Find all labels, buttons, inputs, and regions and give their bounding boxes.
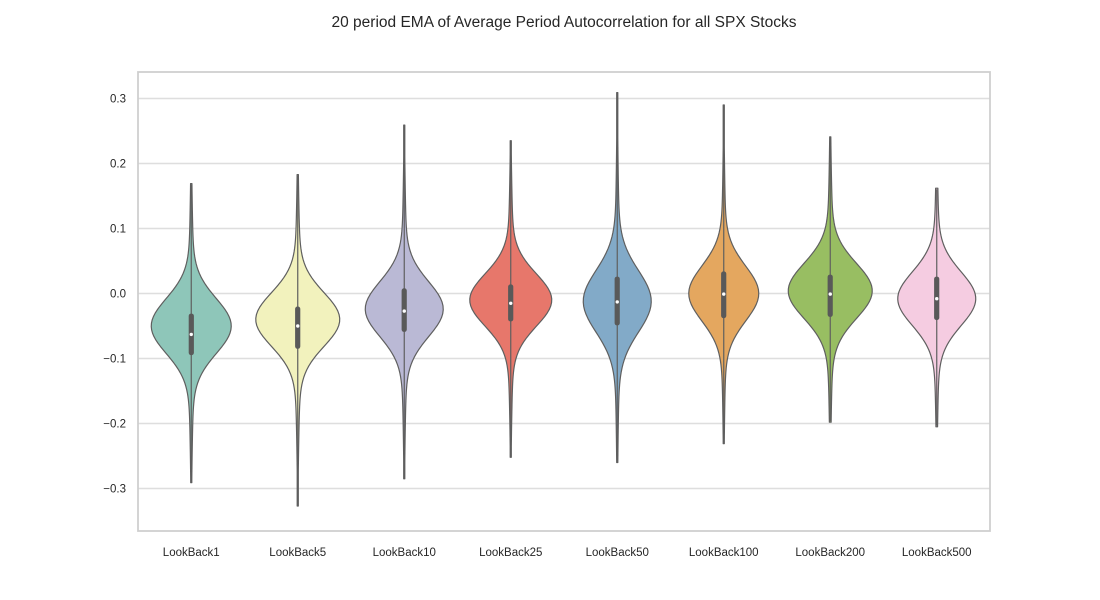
x-tick-label-lookback5: LookBack5 [269, 547, 326, 559]
violin-lookback100 [688, 104, 760, 445]
y-tick-label: −0.1 [103, 354, 126, 366]
violin-lookback1 [150, 183, 232, 484]
x-axis-tick-labels: LookBack1 LookBack5 LookBack10 LookBack25 Lo… [163, 547, 972, 559]
violin-layer [150, 92, 977, 507]
y-tick-label: 0.2 [110, 159, 126, 171]
median-dot [828, 292, 832, 296]
x-tick-label-lookback10: LookBack10 [373, 547, 436, 559]
x-tick-label-lookback200: LookBack200 [795, 547, 865, 559]
median-dot [296, 324, 300, 328]
violin-lookback5 [255, 173, 341, 507]
x-tick-label-lookback1: LookBack1 [163, 547, 220, 559]
violin-lookback50 [582, 92, 652, 464]
violin-lookback200 [787, 136, 873, 423]
y-axis-tick-labels: 0.3 0.2 0.1 0.0 −0.1 −0.2 −0.3 [103, 94, 126, 496]
y-tick-label: 0.1 [110, 224, 126, 236]
y-tick-label: 0.0 [110, 289, 126, 301]
y-tick-label: −0.2 [103, 419, 126, 431]
chart-title: 20 period EMA of Average Period Autocorr… [332, 14, 797, 31]
x-tick-label-lookback25: LookBack25 [479, 547, 542, 559]
median-dot [189, 332, 193, 337]
violin-lookback500 [897, 187, 977, 428]
violin-lookback25 [469, 140, 553, 458]
median-dot [402, 309, 406, 313]
violin-lookback10 [364, 124, 444, 480]
axes-border [137, 71, 991, 532]
median-dot [615, 300, 619, 304]
y-tick-label: −0.3 [103, 484, 126, 496]
x-tick-label-lookback50: LookBack50 [586, 547, 649, 559]
axes-spines [137, 71, 991, 532]
median-dot [509, 301, 513, 305]
median-dot [935, 297, 939, 301]
x-tick-label-lookback500: LookBack500 [902, 547, 972, 559]
x-tick-label-lookback100: LookBack100 [689, 547, 759, 559]
median-dot [722, 292, 726, 296]
y-tick-label: 0.3 [110, 94, 126, 106]
